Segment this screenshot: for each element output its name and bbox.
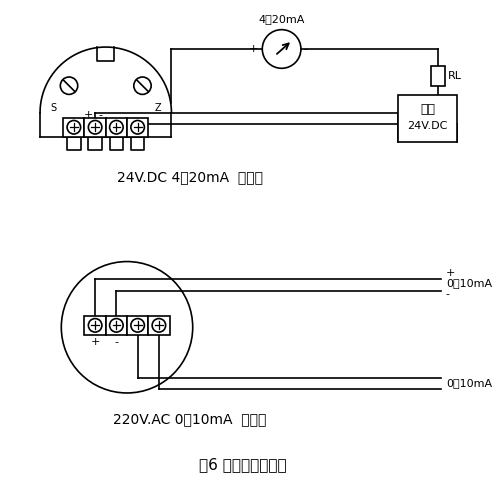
Text: S: S	[50, 103, 56, 113]
Bar	[127, 316, 148, 335]
Text: 电源: 电源	[420, 104, 435, 117]
Text: 图6 电远传型接线图: 图6 电远传型接线图	[199, 457, 287, 472]
Text: 4～20mA: 4～20mA	[258, 14, 305, 24]
Circle shape	[152, 319, 166, 332]
Text: 220V.AC 0～10mA  四线制: 220V.AC 0～10mA 四线制	[113, 412, 266, 426]
Text: 0～10mA: 0～10mA	[446, 278, 492, 288]
Text: 24V.DC: 24V.DC	[408, 122, 448, 131]
Text: +: +	[84, 110, 93, 120]
Bar	[432, 66, 445, 86]
Bar	[84, 316, 105, 335]
Circle shape	[88, 319, 102, 332]
Bar	[106, 118, 127, 137]
Text: -: -	[99, 110, 103, 120]
Text: -: -	[304, 44, 308, 54]
Text: Z: Z	[154, 103, 161, 113]
Circle shape	[67, 121, 80, 134]
Bar	[84, 118, 105, 137]
Text: +: +	[446, 268, 456, 278]
Text: -: -	[446, 289, 450, 299]
Circle shape	[262, 30, 301, 68]
Bar	[63, 118, 84, 137]
Circle shape	[88, 121, 102, 134]
Bar	[398, 95, 458, 142]
Bar	[106, 316, 127, 335]
Circle shape	[110, 319, 123, 332]
Circle shape	[134, 77, 151, 95]
Circle shape	[110, 121, 123, 134]
Circle shape	[131, 319, 144, 332]
Text: 24V.DC 4～20mA  两线制: 24V.DC 4～20mA 两线制	[117, 170, 263, 184]
Text: -: -	[114, 337, 118, 347]
Text: RL: RL	[448, 71, 462, 81]
Circle shape	[60, 77, 78, 95]
Bar	[127, 118, 148, 137]
Text: +: +	[249, 44, 258, 54]
Bar	[148, 316, 170, 335]
Text: 0～10mA: 0～10mA	[446, 378, 492, 388]
Circle shape	[62, 261, 192, 393]
Text: +: +	[90, 337, 100, 347]
Circle shape	[131, 121, 144, 134]
